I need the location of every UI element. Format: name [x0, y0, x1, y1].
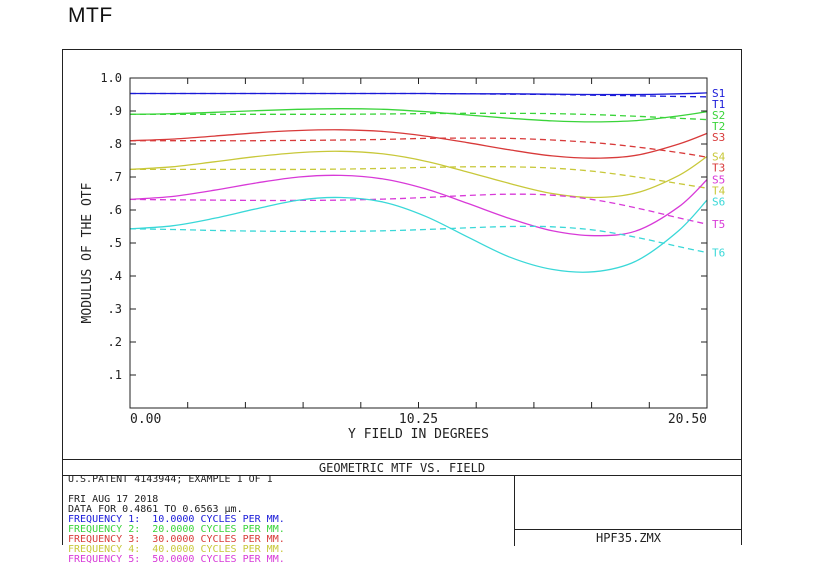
y-tick-label: 1.0 [100, 71, 122, 85]
x-tick-label: 0.00 [130, 412, 161, 427]
y-axis-label: MODULUS OF THE OTF [80, 182, 95, 323]
info-line: FRI AUG 17 2018 [68, 494, 159, 505]
info-line: DATA FOR 0.4861 TO 0.6563 µm. [68, 504, 243, 515]
y-tick-label: .2 [108, 335, 122, 349]
plot-area [129, 77, 708, 409]
info-line: FREQUENCY 3: 30.0000 CYCLES PER MM. [68, 534, 285, 545]
series-s5-line [129, 174, 708, 237]
info-line: FREQUENCY 5: 50.0000 CYCLES PER MM. [68, 554, 285, 565]
info-line: FREQUENCY 1: 10.0000 CYCLES PER MM. [68, 514, 285, 525]
series-s3-line [129, 129, 708, 159]
info-line: FREQUENCY 2: 20.0000 CYCLES PER MM. [68, 524, 285, 535]
legend-s3: S3 [712, 131, 725, 144]
legend-s1: S1 [712, 87, 725, 100]
mtf-chart: 1.0 .9 .8 .7 .6 .5 .4 .3 .2 .1 0.00 10.25 20.50 Y FIE… [80, 71, 726, 442]
x-tick-label: 10.25 [399, 412, 438, 427]
info-line: U.S.PATENT 4143944; EXAMPLE 1 OF 1 [68, 474, 273, 485]
x-tick-label: 20.50 [668, 412, 707, 427]
legend-t5: T5 [712, 218, 725, 231]
series-t3-line [130, 137, 708, 158]
series-s4-line [129, 150, 708, 199]
legend-t2: T2 [712, 120, 725, 133]
chart-title: GEOMETRIC MTF VS. FIELD [62, 460, 742, 476]
page-title: MTF [68, 4, 113, 27]
info-line: FREQUENCY 4: 40.0000 CYCLES PER MM. [68, 544, 285, 555]
info-divider [514, 529, 742, 530]
series-s1-line [129, 92, 708, 96]
chart-frame [62, 49, 742, 545]
x-axis-label: Y FIELD IN DEGREES [348, 427, 489, 442]
y-tick-label: .5 [108, 236, 122, 250]
y-tick-label: .6 [108, 203, 122, 217]
legend-s4: S4 [712, 151, 726, 164]
legend-t3: T3 [712, 162, 725, 175]
series-t2-line [129, 112, 708, 121]
legend-t1: T1 [712, 98, 725, 111]
y-tick-label: .4 [108, 269, 122, 283]
info-block: GEOMETRIC MTF VS. FIELD U.S.PATENT 41439… [62, 459, 742, 565]
y-tick-label: .3 [108, 302, 122, 316]
legend-t6: T6 [712, 247, 725, 260]
y-tick-label: .1 [108, 368, 122, 382]
series-s6-line [129, 196, 708, 273]
file-name: HPF35.ZMX [595, 531, 662, 545]
legend-s6: S6 [712, 196, 725, 209]
series-t1-line [129, 92, 708, 98]
y-tick-label: .8 [108, 137, 122, 151]
series-t6-line [129, 225, 708, 254]
series-t4-line [130, 166, 708, 189]
info-divider [514, 476, 515, 546]
info-text-block: U.S.PATENT 4143944; EXAMPLE 1 OF 1 FRI AU… [68, 475, 285, 565]
legend-s5: S5 [712, 174, 725, 187]
legend-t4: T4 [712, 185, 726, 198]
y-tick-label: .7 [108, 170, 122, 184]
y-tick-label: .9 [108, 104, 122, 118]
series-s2-line [129, 108, 708, 123]
series-t5-line [129, 193, 708, 225]
legend-s2: S2 [712, 109, 725, 122]
